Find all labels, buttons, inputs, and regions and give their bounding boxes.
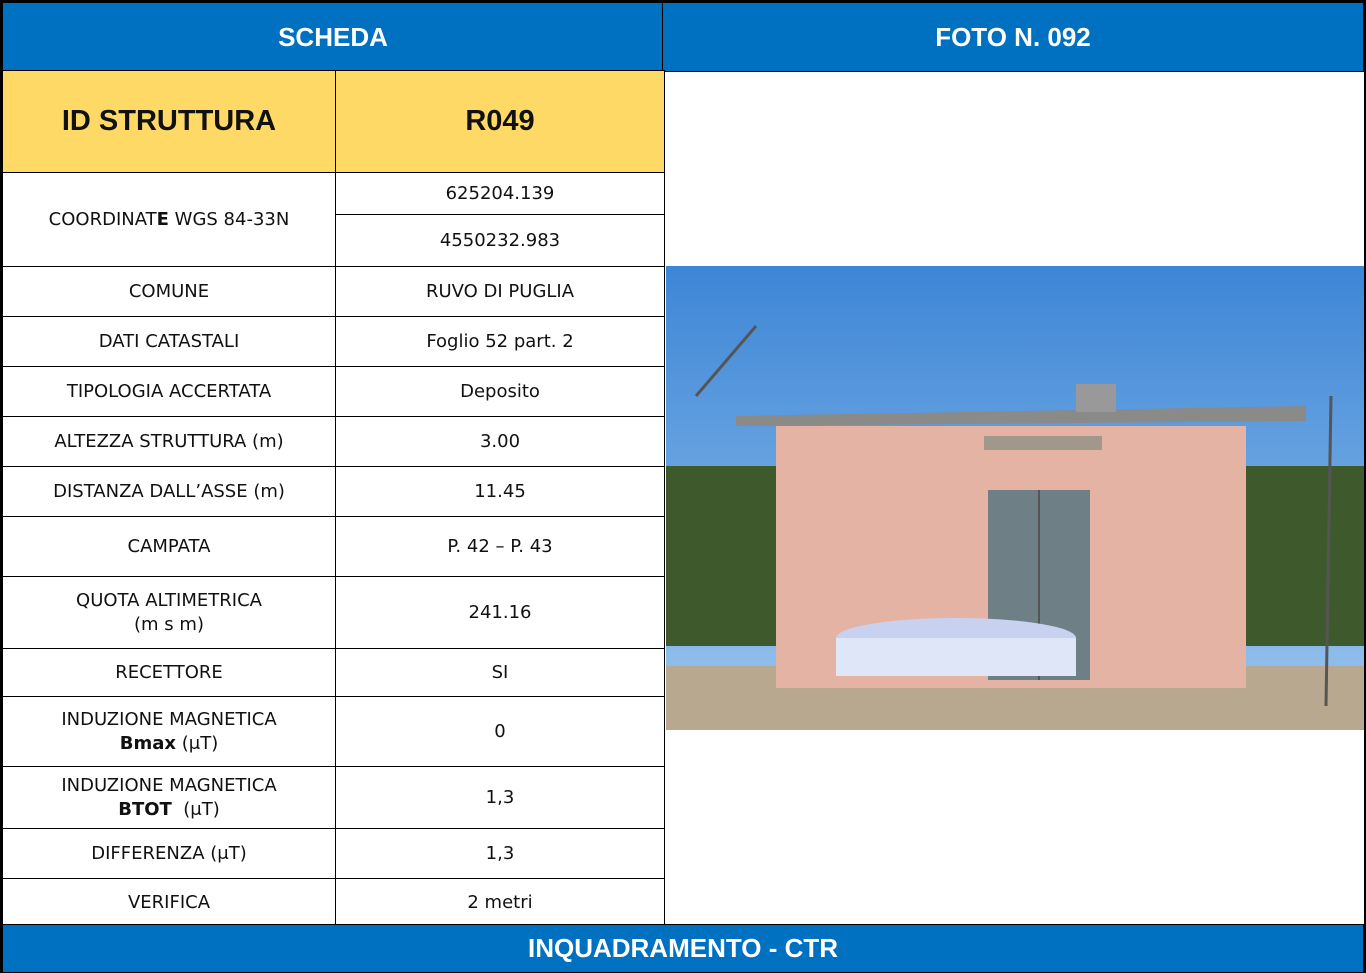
row-value: 1,3: [335, 766, 665, 829]
label-text: COMUNE: [128, 280, 210, 302]
row-value: 1,3: [335, 828, 665, 879]
row-value: 2 metri: [335, 878, 665, 927]
header-left: SCHEDA: [2, 2, 664, 72]
label-text: COORDINAT: [48, 208, 157, 230]
label-text: DATI CATASTALI: [98, 330, 240, 352]
row-label: TIPOLOGIA ACCERTATA: [2, 366, 336, 417]
row-label: DATI CATASTALI: [2, 316, 336, 367]
header-right: FOTO N. 092: [662, 2, 1364, 72]
label-line: DISTANZA DALL’ASSE (m): [9, 480, 329, 503]
label-line: ALTEZZA STRUTTURA (m): [9, 430, 329, 453]
row-label: VERIFICA: [2, 878, 336, 927]
label-line: INDUZIONE MAGNETICA: [9, 774, 329, 797]
label-text: WGS 84-33N: [168, 208, 290, 230]
label-text: VERIFICA: [127, 891, 211, 913]
row-label: DIFFERENZA (μT): [2, 828, 336, 879]
row-label: INDUZIONE MAGNETICA BTOT (μT): [2, 766, 336, 829]
row-label: RECETTORE: [2, 648, 336, 697]
label-line: COORDINATE WGS 84-33N: [9, 208, 329, 231]
row-value: SI: [335, 648, 665, 697]
label-line: RECETTORE: [9, 661, 329, 684]
label-line: TIPOLOGIA ACCERTATA: [9, 380, 329, 403]
table-row: TIPOLOGIA ACCERTATA Deposito: [2, 366, 665, 417]
table-row: INDUZIONE MAGNETICA BTOT (μT) 1,3: [2, 766, 665, 829]
label-text: RECETTORE: [115, 661, 223, 683]
data-table: ID STRUTTURA R049 COORDINATE WGS 84-33N 6…: [2, 70, 665, 927]
label-text: INDUZIONE MAGNETICA: [61, 709, 277, 731]
label-line: (m s m): [9, 613, 329, 636]
row-value: 4550232.983: [335, 214, 665, 267]
label-text: TIPOLOGIA ACCERTATA: [66, 380, 272, 402]
label-text: BTOT: [118, 798, 172, 820]
row-label: INDUZIONE MAGNETICA Bmax (μT): [2, 696, 336, 767]
table-row: INDUZIONE MAGNETICA Bmax (μT) 0: [2, 696, 665, 767]
row-label: CAMPATA: [2, 516, 336, 577]
row-value: RUVO DI PUGLIA: [335, 266, 665, 317]
label-text: DIFFERENZA (μT): [91, 842, 247, 864]
label-text: (m s m): [134, 613, 204, 635]
photo: [666, 266, 1364, 730]
label-line: COMUNE: [9, 280, 329, 303]
label-line: VERIFICA: [9, 891, 329, 914]
row-value: 625204.139: [335, 172, 665, 215]
table-row: CAMPATA P. 42 – P. 43: [2, 516, 665, 577]
table-row: COMUNE RUVO DI PUGLIA: [2, 266, 665, 317]
row-label: COMUNE: [2, 266, 336, 317]
table-row: VERIFICA 2 metri: [2, 878, 665, 927]
row-value: P. 42 – P. 43: [335, 516, 665, 577]
label-line: BTOT (μT): [9, 798, 329, 821]
id-label: ID STRUTTURA: [2, 70, 336, 173]
label-line: CAMPATA: [9, 535, 329, 558]
label-line: DATI CATASTALI: [9, 330, 329, 353]
table-row: 4550232.983: [3, 214, 665, 267]
table-row: ALTEZZA STRUTTURA (m) 3.00: [2, 416, 665, 467]
label-text: DISTANZA DALL’ASSE (m): [53, 480, 285, 502]
label-line: Bmax (μT): [9, 732, 329, 755]
row-value: 241.16: [335, 576, 665, 649]
label-line: INDUZIONE MAGNETICA: [9, 708, 329, 731]
id-value: R049: [335, 70, 665, 173]
row-label: COORDINATE WGS 84-33N: [2, 172, 336, 267]
row-value: 0: [335, 696, 665, 767]
table-row: DIFFERENZA (μT) 1,3: [2, 828, 665, 879]
table-row: COORDINATE WGS 84-33N 625204.139: [2, 172, 665, 267]
row-value: 11.45: [335, 466, 665, 517]
table-row: DATI CATASTALI Foglio 52 part. 2: [2, 316, 665, 367]
label-text: CAMPATA: [127, 535, 211, 557]
row-value: Deposito: [335, 366, 665, 417]
row-label: QUOTA ALTIMETRICA (m s m): [2, 576, 336, 649]
footer: INQUADRAMENTO - CTR: [2, 924, 1364, 973]
table-row: QUOTA ALTIMETRICA (m s m) 241.16: [2, 576, 665, 649]
row-label: DISTANZA DALL’ASSE (m): [2, 466, 336, 517]
label-line: QUOTA ALTIMETRICA: [9, 589, 329, 612]
row-value: 3.00: [335, 416, 665, 467]
label-text: ALTEZZA STRUTTURA (m): [54, 430, 284, 452]
label-line: DIFFERENZA (μT): [9, 842, 329, 865]
label-text: INDUZIONE MAGNETICA: [61, 775, 277, 797]
table-row: DISTANZA DALL’ASSE (m) 11.45: [2, 466, 665, 517]
label-text: E: [156, 208, 169, 230]
label-text: (μT): [171, 798, 220, 820]
row-value: Foglio 52 part. 2: [335, 316, 665, 367]
id-row: ID STRUTTURA R049: [2, 70, 665, 173]
label-text: Bmax: [119, 732, 176, 754]
row-label: ALTEZZA STRUTTURA (m): [2, 416, 336, 467]
table-row: RECETTORE SI: [2, 648, 665, 697]
label-text: (μT): [176, 732, 219, 754]
label-text: QUOTA ALTIMETRICA: [76, 590, 262, 612]
